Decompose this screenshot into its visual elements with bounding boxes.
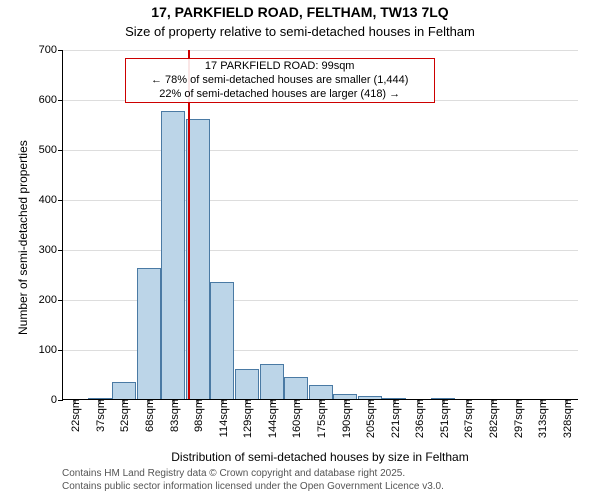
- footer-line2: Contains public sector information licen…: [62, 480, 578, 493]
- x-tick-label: 98sqm: [191, 399, 205, 432]
- x-tick-label: 221sqm: [388, 399, 402, 438]
- x-tick-label: 129sqm: [240, 399, 254, 438]
- bar-slot: [456, 50, 481, 399]
- x-tick-label: 175sqm: [314, 399, 328, 438]
- x-tick-label: 313sqm: [535, 399, 549, 438]
- y-tick-label: 300: [39, 244, 63, 256]
- x-tick-label: 190sqm: [339, 399, 353, 438]
- annotation-line2: ← 78% of semi-detached houses are smalle…: [130, 74, 430, 88]
- y-tick-label: 200: [39, 294, 63, 306]
- x-tick-label: 236sqm: [412, 399, 426, 438]
- x-tick-label: 52sqm: [117, 399, 131, 432]
- annotation-line3: 22% of semi-detached houses are larger (…: [130, 88, 430, 102]
- y-tick-label: 100: [39, 344, 63, 356]
- histogram-bar: [260, 364, 284, 399]
- property-size-histogram: 17, PARKFIELD ROAD, FELTHAM, TW13 7LQ Si…: [0, 0, 600, 500]
- x-tick-label: 83sqm: [167, 399, 181, 432]
- histogram-bar: [161, 111, 185, 399]
- histogram-bar: [284, 377, 308, 400]
- x-tick-label: 267sqm: [461, 399, 475, 438]
- x-tick-label: 114sqm: [216, 399, 230, 437]
- bar-slot: [505, 50, 530, 399]
- attribution-footer: Contains HM Land Registry data © Crown c…: [62, 467, 578, 493]
- y-axis-label: Number of semi-detached properties: [16, 140, 30, 335]
- x-tick-label: 160sqm: [289, 399, 303, 438]
- x-tick-label: 297sqm: [511, 399, 525, 438]
- histogram-bar: [235, 369, 259, 399]
- y-tick-label: 500: [39, 144, 63, 156]
- footer-line1: Contains HM Land Registry data © Crown c…: [62, 467, 578, 480]
- y-tick-label: 600: [39, 94, 63, 106]
- bar-slot: [480, 50, 505, 399]
- title-line1: 17, PARKFIELD ROAD, FELTHAM, TW13 7LQ: [151, 4, 448, 20]
- bar-slot: [88, 50, 113, 399]
- x-tick-label: 328sqm: [560, 399, 574, 438]
- chart-title: 17, PARKFIELD ROAD, FELTHAM, TW13 7LQ: [0, 4, 600, 20]
- x-tick-label: 205sqm: [363, 399, 377, 438]
- annotation-line1: 17 PARKFIELD ROAD: 99sqm: [130, 60, 430, 74]
- histogram-bar: [309, 385, 333, 399]
- y-tick-label: 400: [39, 194, 63, 206]
- x-tick-label: 22sqm: [68, 399, 82, 432]
- x-tick-label: 37sqm: [93, 399, 107, 432]
- bar-slot: [529, 50, 554, 399]
- x-tick-label: 251sqm: [437, 399, 451, 438]
- y-tick-label: 700: [39, 44, 63, 56]
- x-tick-label: 68sqm: [142, 399, 156, 432]
- x-tick-label: 282sqm: [486, 399, 500, 438]
- x-tick-label: 144sqm: [265, 399, 279, 438]
- x-axis-label: Distribution of semi-detached houses by …: [62, 450, 578, 464]
- chart-subtitle: Size of property relative to semi-detach…: [0, 24, 600, 39]
- plot-area: 0100200300400500600700 22sqm37sqm52sqm68…: [62, 50, 578, 400]
- histogram-bar: [137, 268, 161, 399]
- annotation-box: 17 PARKFIELD ROAD: 99sqm ← 78% of semi-d…: [125, 58, 435, 103]
- histogram-bar: [210, 282, 234, 400]
- y-tick-label: 0: [51, 394, 63, 406]
- bar-slot: [63, 50, 88, 399]
- bar-slot: [431, 50, 456, 399]
- bar-slot: [554, 50, 579, 399]
- histogram-bar: [112, 382, 136, 400]
